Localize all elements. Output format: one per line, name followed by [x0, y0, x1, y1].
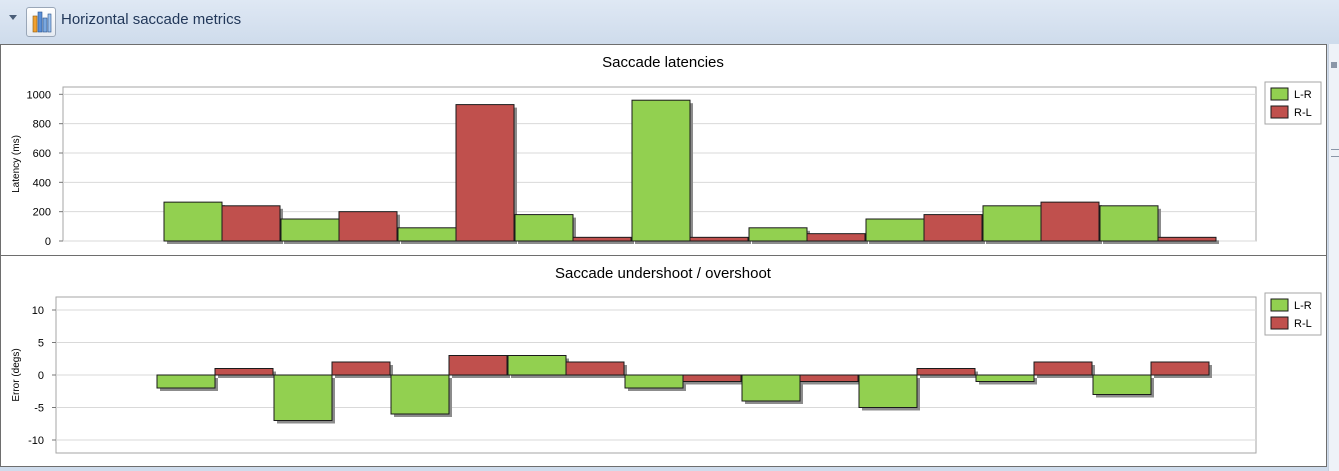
bar-chart-icon — [26, 7, 56, 37]
legend-swatch — [1270, 316, 1289, 330]
legend-swatch — [1270, 298, 1289, 312]
bar-rl — [221, 205, 281, 242]
latency-chart-panel: Saccade latencies 0 200 400 600 800 1000 Latenc… — [0, 44, 1327, 256]
latency-chart: Saccade latencies 0 200 400 600 800 1000 Latenc… — [11, 54, 1322, 248]
legend-label: R-L — [1294, 107, 1312, 119]
bar-lr — [156, 374, 216, 389]
bar-lr — [975, 374, 1035, 382]
bar-lr — [865, 218, 925, 242]
bar-lr — [748, 227, 808, 242]
bar-lr — [982, 205, 1042, 242]
y-tick-label: 0 — [45, 236, 51, 248]
panel-title: Horizontal saccade metrics — [61, 11, 242, 28]
bar-lr — [397, 227, 457, 242]
bar-rl — [682, 374, 742, 382]
bar-rl — [923, 214, 983, 242]
y-tick-label: 10 — [32, 305, 44, 317]
y-tick-label: 1000 — [27, 89, 51, 101]
y-tick-label: -10 — [28, 435, 44, 447]
bar-lr — [163, 201, 223, 242]
legend-swatch — [1270, 105, 1289, 119]
bar-rl — [1157, 236, 1217, 242]
y-axis-label: Error (degs) — [11, 348, 22, 401]
bar-lr — [631, 99, 691, 242]
legend-label: L-R — [1294, 89, 1312, 101]
y-tick-label: 400 — [33, 177, 51, 189]
bar-lr — [741, 374, 801, 402]
y-tick-label: 600 — [33, 148, 51, 160]
bar-rl — [1150, 361, 1210, 376]
bar-rl — [338, 211, 398, 242]
bar-shadow — [576, 240, 634, 244]
panel-header: Horizontal saccade metrics — [0, 0, 1339, 42]
legend-label: L-R — [1294, 300, 1312, 312]
chart-title: Saccade latencies — [602, 54, 724, 71]
error-chart: Saccade undershoot / overshoot -10 -5 0 5 10 E… — [11, 265, 1322, 454]
legend-swatch — [1270, 87, 1289, 101]
bar-lr — [1099, 205, 1159, 242]
y-tick-label: 5 — [38, 338, 44, 350]
bar-lr — [858, 374, 918, 408]
bar-rl — [1033, 361, 1093, 376]
bar-rl — [689, 236, 749, 242]
bar-lr — [390, 374, 450, 415]
bar-rl — [1040, 201, 1100, 242]
bar-rl — [214, 368, 274, 376]
scroll-marker-icon — [1331, 62, 1337, 68]
y-tick-label: -5 — [34, 403, 44, 415]
error-chart-panel: Saccade undershoot / overshoot -10 -5 0 5 10 E… — [0, 255, 1327, 467]
legend-label: R-L — [1294, 318, 1312, 330]
bar-lr — [507, 355, 567, 376]
bar-shadow — [1161, 240, 1219, 244]
scroll-grip-icon[interactable] — [1331, 149, 1339, 157]
bar-rl — [331, 361, 391, 376]
bar-shadow — [693, 240, 751, 244]
bar-lr — [624, 374, 684, 389]
bar-lr — [1092, 374, 1152, 395]
bar-rl — [572, 236, 632, 242]
bar-lr — [280, 218, 340, 242]
bar-lr — [273, 374, 333, 421]
bar-rl — [448, 355, 508, 376]
y-tick-label: 800 — [33, 119, 51, 131]
bar-lr — [514, 214, 574, 242]
bar-rl — [565, 361, 625, 376]
bar-rl — [799, 374, 859, 382]
bar-rl — [806, 233, 866, 242]
bar-rl — [916, 368, 976, 376]
chart-title: Saccade undershoot / overshoot — [555, 265, 772, 282]
bar-rl — [455, 104, 515, 242]
collapse-arrow-icon[interactable] — [9, 15, 17, 20]
y-tick-label: 0 — [38, 370, 44, 382]
y-tick-label: 200 — [33, 207, 51, 219]
y-axis-label: Latency (ms) — [11, 135, 22, 193]
vertical-scrollbar[interactable] — [1328, 44, 1339, 471]
